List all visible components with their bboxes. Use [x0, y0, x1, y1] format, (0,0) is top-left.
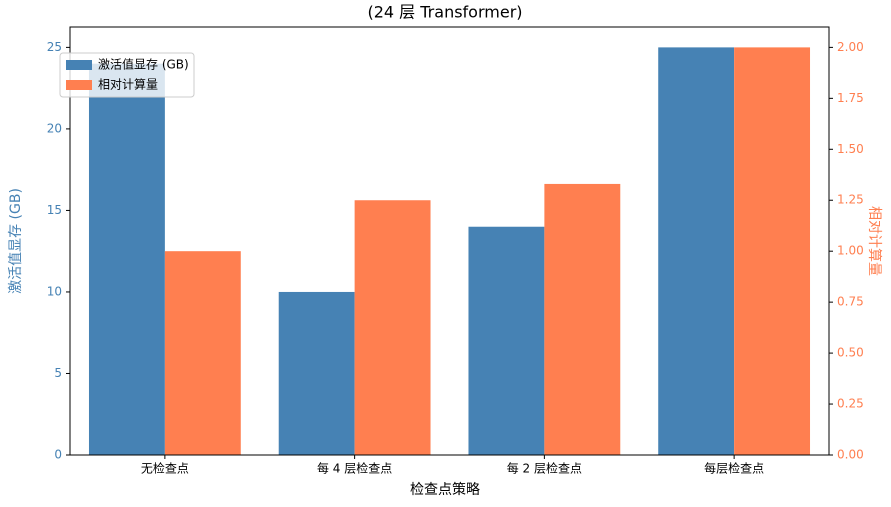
y-axis-label: 激活值显存 (GB) — [7, 188, 24, 294]
y-tick-label: 25 — [47, 40, 62, 54]
y2-tick-label: 1.25 — [837, 193, 864, 207]
y2-tick-label: 2.00 — [837, 40, 864, 54]
bar — [88, 63, 165, 455]
plot-frame — [69, 26, 830, 456]
y2-tick-label: 1.75 — [837, 91, 864, 105]
y2-tick-label: 0.25 — [837, 397, 864, 411]
y2-tick-label: 0.00 — [837, 448, 864, 462]
x-tick-label: 每 4 层检查点 — [317, 461, 392, 476]
legend-box — [59, 52, 195, 98]
bar — [354, 200, 431, 455]
y-tick-label: 5 — [54, 366, 62, 380]
y2-tick-label: 0.75 — [837, 295, 864, 309]
legend-swatch — [66, 80, 92, 90]
legend-label: 相对计算量 — [98, 77, 158, 92]
x-tick-label: 无检查点 — [141, 461, 189, 476]
y2-tick-label: 1.50 — [837, 142, 864, 156]
bar — [278, 291, 355, 455]
y-tick-label: 20 — [47, 121, 62, 135]
y-tick-label: 10 — [47, 284, 62, 298]
bar — [468, 226, 545, 455]
chart-subtitle: (24 层 Transformer) — [367, 3, 522, 22]
legend-swatch — [66, 60, 92, 70]
bar — [544, 183, 621, 455]
x-axis-label: 检查点策略 — [410, 481, 480, 498]
x-tick-label: 每 2 层检查点 — [507, 461, 582, 476]
x-tick-label: 每层检查点 — [704, 461, 764, 476]
legend-label: 激活值显存 (GB) — [98, 57, 189, 72]
bar — [658, 47, 735, 455]
y-tick-label: 0 — [54, 448, 62, 462]
y2-tick-label: 1.00 — [837, 244, 864, 258]
bar — [734, 47, 811, 455]
bar — [164, 251, 241, 455]
y2-axis-label: 相对计算量 — [866, 206, 882, 276]
y-tick-label: 15 — [47, 203, 62, 217]
y2-tick-label: 0.50 — [837, 346, 864, 360]
